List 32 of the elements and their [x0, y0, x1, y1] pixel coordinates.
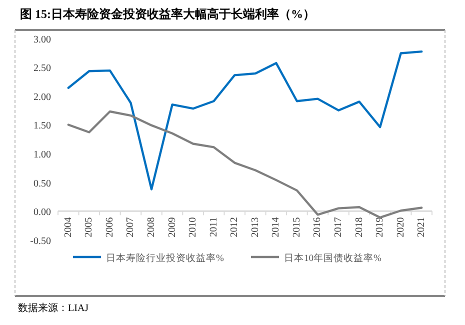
x-tick-label: 2013: [250, 217, 261, 238]
x-tick-label: 2014: [270, 217, 282, 238]
y-tick-label: 1.50: [34, 120, 51, 132]
y-tick-label: 2.00: [34, 92, 51, 103]
y-tick-label: 2.50: [34, 63, 51, 74]
x-tick-label: 2018: [354, 217, 365, 238]
legend-label: 日本10年国债收益率%: [284, 252, 382, 264]
x-tick-label: 2016: [312, 217, 324, 238]
x-tick-label: 2012: [229, 217, 240, 238]
x-tick-label: 2007: [125, 217, 136, 238]
x-tick-label: 2011: [208, 217, 220, 237]
x-tick-label: 2015: [291, 217, 302, 238]
x-tick-label: 2008: [146, 217, 157, 238]
y-tick-label: 0.00: [34, 207, 51, 218]
y-tick-label: 3.00: [34, 34, 51, 46]
x-tick-label: 2005: [84, 217, 95, 238]
x-tick-label: 2017: [333, 217, 344, 238]
chart-title: 图 15:日本寿险资金投资收益率大幅高于长端利率（%）: [20, 7, 315, 21]
x-tick-label: 2010: [188, 217, 199, 238]
y-tick-label: 0.50: [34, 178, 51, 190]
x-tick-label: 2020: [395, 217, 406, 238]
x-tick-label: 2009: [166, 217, 178, 238]
x-tick-label: 2004: [62, 217, 74, 238]
y-tick-label: -0.50: [30, 236, 51, 247]
y-tick-label: 1.00: [34, 150, 51, 161]
line-series: [67, 50, 423, 190]
legend-label: 日本寿险行业投资收益率%: [106, 252, 224, 264]
x-tick-label: 2019: [374, 217, 386, 238]
x-tick-label: 2021: [416, 217, 428, 238]
x-tick-label: 2006: [104, 217, 116, 238]
source-note: 数据来源：LIAJ: [18, 302, 89, 314]
line-series: [67, 110, 423, 219]
